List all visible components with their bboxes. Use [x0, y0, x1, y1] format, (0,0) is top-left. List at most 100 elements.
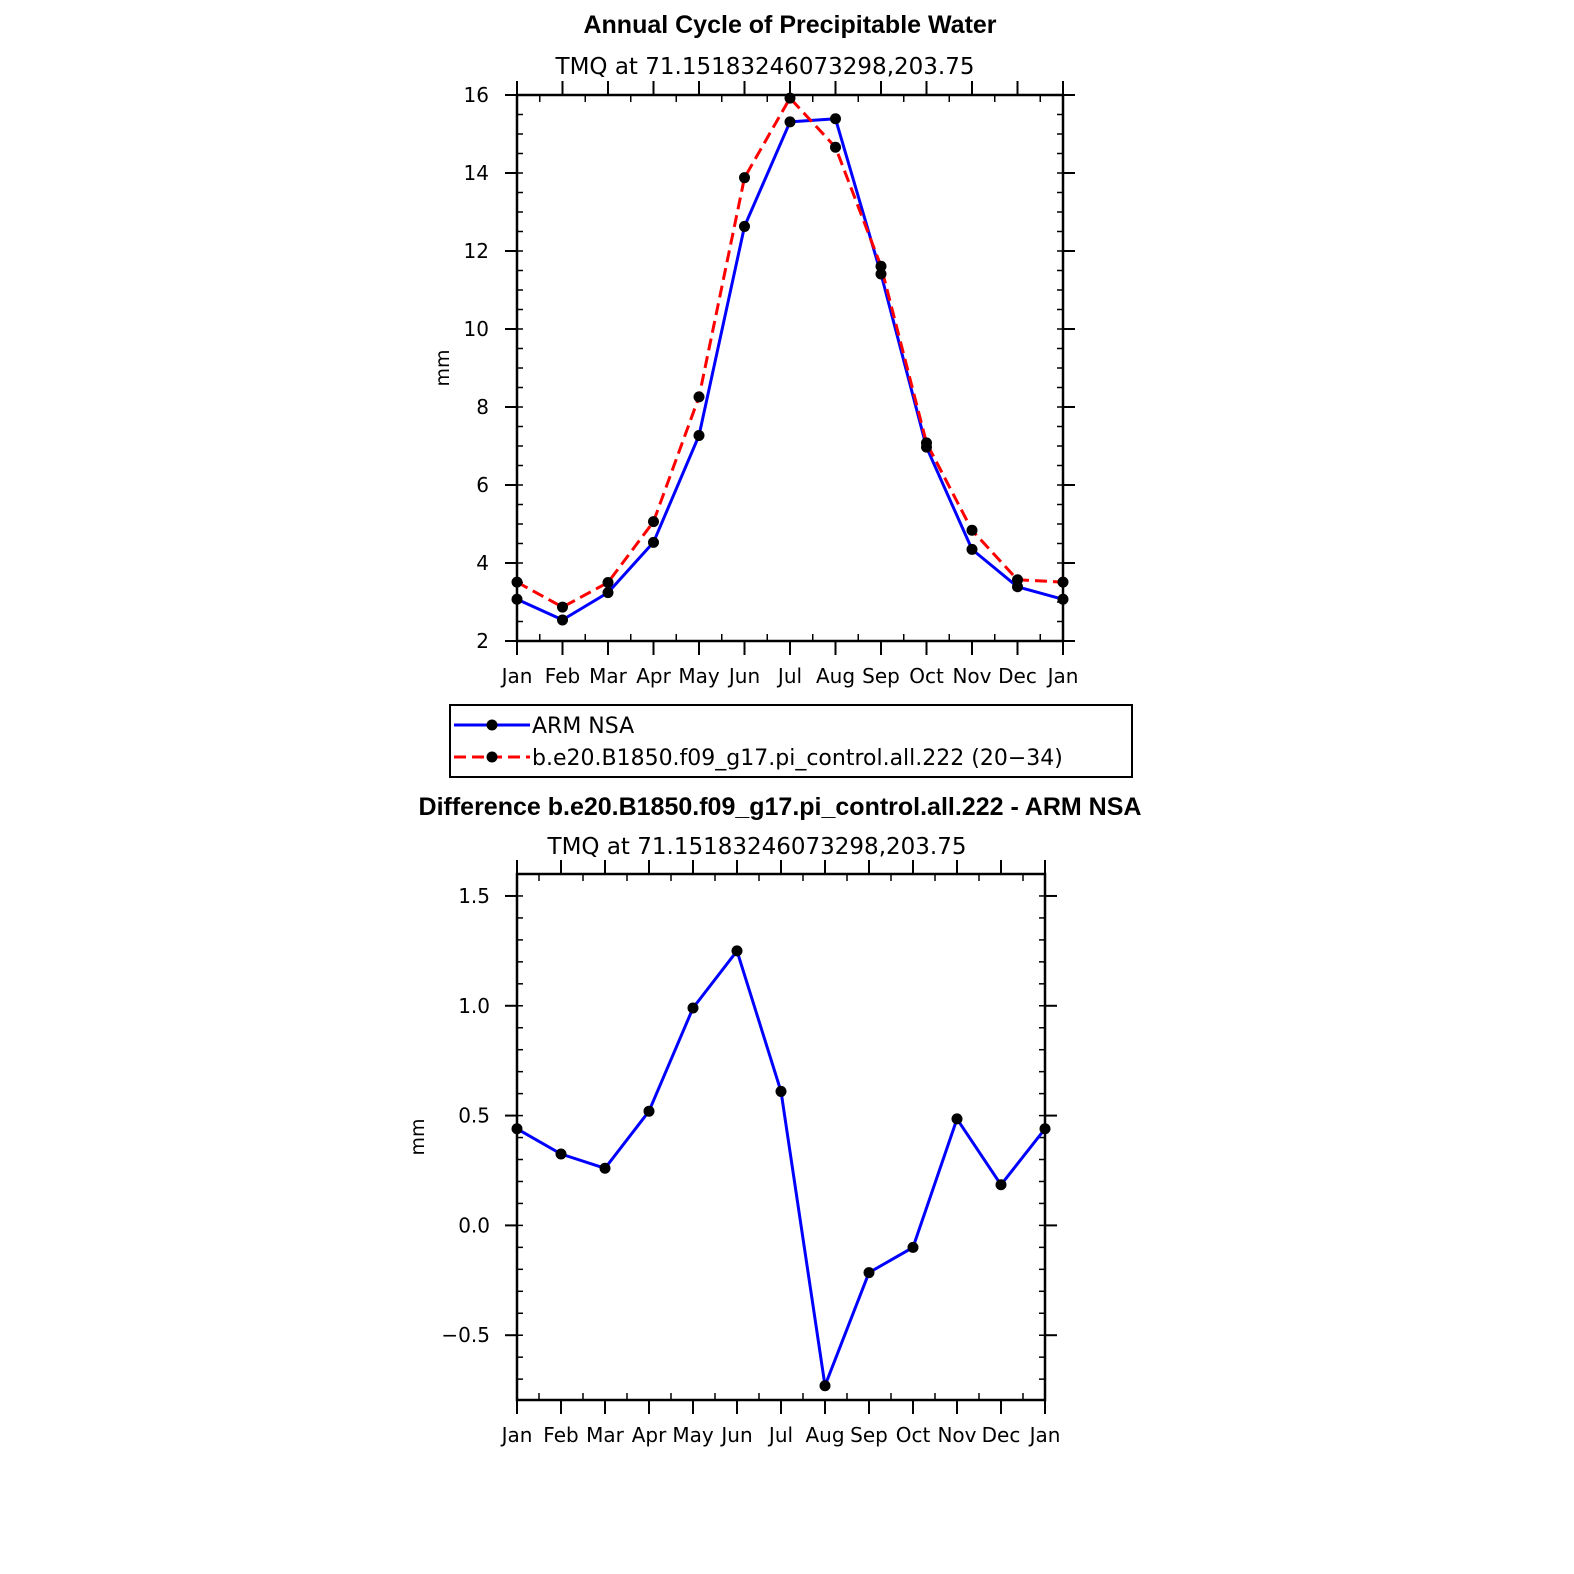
y-tick-label: 4: [476, 551, 489, 575]
plot-axes: [505, 81, 1075, 655]
chart-subtitle: TMQ at 71.15183246073298,203.75: [547, 834, 967, 860]
series-1-point: [921, 437, 932, 449]
x-tick-label: Jan: [1028, 1423, 1061, 1447]
series-1-point: [648, 516, 659, 528]
x-tick-label: Feb: [543, 1423, 578, 1447]
series-0-point: [648, 536, 659, 548]
legend-marker-arm-nsa: [486, 719, 498, 731]
y-tick-label: 0.0: [458, 1213, 490, 1237]
y-tick-label: 0.5: [458, 1104, 490, 1128]
series-group: [511, 945, 1051, 1392]
x-tick-label: Aug: [816, 664, 855, 688]
series-0-point: [643, 1105, 655, 1117]
x-tick-label: Jun: [719, 1423, 752, 1447]
x-tick-label: Mar: [586, 1423, 625, 1447]
series-1-point: [557, 601, 568, 613]
plot-frame: [515, 872, 1047, 1402]
series-0-point: [731, 945, 743, 957]
y-axis-label: mm: [407, 1118, 429, 1155]
series-0-point: [555, 1148, 567, 1160]
y-tick-label: 16: [464, 83, 489, 107]
chart-subtitle: TMQ at 71.15183246073298,203.75: [555, 54, 975, 80]
x-tick-label: Jun: [727, 664, 760, 688]
series-0-point: [557, 614, 568, 626]
y-tick-label: 1.0: [458, 994, 490, 1018]
x-tick-label: Nov: [952, 664, 991, 688]
x-tick-label: Jul: [767, 1423, 793, 1447]
series-0-point: [784, 116, 796, 128]
y-tick-label: 14: [464, 161, 489, 185]
series-0-point: [1039, 1123, 1051, 1135]
series-0-point: [687, 1002, 699, 1014]
series-0-point: [966, 543, 978, 555]
series-0-point: [599, 1162, 611, 1174]
series-1-point: [830, 141, 841, 153]
x-tick-label: Sep: [862, 664, 900, 688]
series-1-point: [784, 92, 796, 104]
legend-label-arm-nsa: ARM NSA: [532, 714, 634, 739]
series-0-point: [511, 593, 523, 605]
x-tick-label: Aug: [805, 1423, 844, 1447]
x-tick-label: Dec: [998, 664, 1037, 688]
y-tick-label: 1.5: [458, 884, 490, 908]
series-0-point: [775, 1085, 787, 1097]
x-tick-label: Jan: [1046, 664, 1079, 688]
x-tick-label: Sep: [850, 1423, 888, 1447]
series-0-point: [739, 220, 750, 232]
series-1-point: [1012, 574, 1023, 586]
y-tick-label: 12: [464, 239, 489, 263]
y-tick-label: 10: [464, 317, 489, 341]
series-1-point: [511, 576, 523, 588]
series-0-point: [819, 1380, 831, 1392]
series-0-point: [875, 268, 887, 280]
x-tick-label: Dec: [982, 1423, 1021, 1447]
y-tick-label: 8: [476, 395, 489, 419]
series-0-point: [602, 587, 614, 599]
series-0-point: [693, 429, 705, 441]
y-axis-label: mm: [432, 349, 454, 386]
series-group: [511, 92, 1069, 626]
series-line-0: [516, 949, 1047, 1388]
x-tick-label: May: [672, 1423, 714, 1447]
series-0-point: [907, 1241, 919, 1253]
y-tick-label: 6: [476, 473, 489, 497]
x-tick-label: Jul: [776, 664, 802, 688]
series-line-0: [516, 117, 1064, 622]
legend-label-model: b.e20.B1850.f09_g17.pi_control.all.222 (…: [532, 746, 1063, 771]
series-0-point: [951, 1113, 963, 1125]
plot-axes: [505, 860, 1057, 1414]
series-line-1: [516, 96, 1064, 609]
x-tick-label: Nov: [937, 1423, 976, 1447]
series-1-point: [1057, 576, 1069, 588]
x-tick-labels: Jan Feb Mar Apr May Jun Jul Aug Sep Oct Nov Dec Jan: [500, 664, 1079, 688]
y-tick-labels: 2 4 6 8 10 12 14 16: [464, 83, 489, 653]
x-tick-labels: Jan Feb Mar Apr May Jun Jul Aug Sep Oct Nov Dec Jan: [500, 1423, 1061, 1447]
series-1-point: [739, 172, 750, 184]
x-tick-label: May: [678, 664, 720, 688]
chart-title: Annual Cycle of Precipitable Water: [583, 11, 996, 39]
y-tick-label: −0.5: [441, 1323, 490, 1347]
x-tick-label: Apr: [632, 1423, 667, 1447]
series-1-point: [875, 260, 887, 272]
plot-frame: [515, 93, 1065, 643]
series-0-point: [863, 1267, 875, 1279]
legend-marker-model: [486, 751, 498, 763]
x-tick-label: Feb: [545, 664, 580, 688]
x-tick-label: Jan: [500, 664, 533, 688]
x-tick-label: Mar: [589, 664, 628, 688]
series-0-point: [830, 113, 841, 125]
x-tick-label: Apr: [636, 664, 671, 688]
chart-title: Difference b.e20.B1850.f09_g17.pi_contro…: [419, 793, 1142, 821]
series-1-point: [693, 391, 705, 403]
x-tick-label: Oct: [909, 664, 944, 688]
y-tick-label: 2: [476, 629, 489, 653]
legend: ARM NSA b.e20.B1850.f09_g17.pi_control.a…: [449, 704, 1133, 778]
chart-difference: Difference b.e20.B1850.f09_g17.pi_contro…: [407, 793, 1141, 1447]
series-1-point: [602, 577, 614, 588]
chart-annual-cycle: Annual Cycle of Precipitable Water TMQ a…: [432, 11, 1078, 688]
y-tick-labels: −0.5 0.0 0.5 1.0 1.5: [441, 884, 490, 1347]
series-0-point: [1057, 593, 1069, 605]
x-tick-label: Jan: [500, 1423, 533, 1447]
legend-box: [449, 704, 1133, 778]
